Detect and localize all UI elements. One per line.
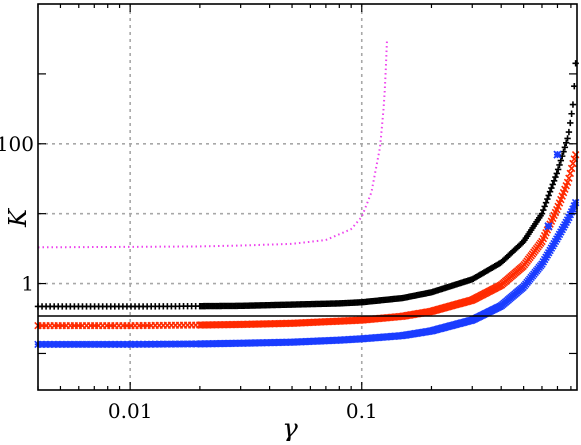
blue-point-20 bbox=[115, 340, 123, 349]
series-blue-2 bbox=[34, 198, 580, 349]
black-point-302 bbox=[549, 181, 556, 188]
red-point-317 bbox=[569, 159, 577, 168]
black-point-304 bbox=[552, 173, 559, 181]
blue-point-4 bbox=[50, 340, 58, 349]
blue-point-11 bbox=[78, 340, 87, 349]
blue-point-32 bbox=[163, 340, 172, 348]
black-point-295 bbox=[540, 206, 547, 214]
blue-point-316 bbox=[567, 208, 576, 216]
blue-point-28 bbox=[147, 340, 155, 348]
black-point-297 bbox=[542, 199, 550, 206]
blue-point-318 bbox=[570, 202, 579, 210]
blue-point-33 bbox=[167, 340, 176, 348]
blue-point-31 bbox=[159, 340, 168, 348]
grid-layer bbox=[38, 4, 577, 390]
black-point-294 bbox=[538, 210, 546, 217]
blue-point-8 bbox=[66, 340, 75, 349]
black-point-307 bbox=[556, 161, 563, 169]
black-point-316 bbox=[568, 110, 575, 117]
isolated-blue-point-1 bbox=[544, 222, 553, 231]
x-axis-label: γ bbox=[282, 414, 298, 441]
black-point-313 bbox=[564, 135, 571, 142]
y-tick-label-0: 1 bbox=[21, 272, 34, 296]
blue-point-30 bbox=[155, 340, 164, 348]
blue-point-319 bbox=[571, 198, 580, 207]
blue-point-16 bbox=[98, 340, 107, 349]
blue-point-37 bbox=[183, 340, 192, 348]
blue-point-7 bbox=[62, 340, 71, 349]
blue-point-34 bbox=[171, 340, 180, 348]
black-point-311 bbox=[561, 144, 569, 151]
labels-layer: γ K bbox=[4, 207, 298, 444]
blue-point-38 bbox=[187, 340, 196, 348]
black-point-301 bbox=[548, 184, 555, 192]
black-point-300 bbox=[546, 188, 554, 195]
blue-point-315 bbox=[566, 210, 575, 219]
black-point-298 bbox=[544, 195, 551, 203]
axes-layer: 0.01 0.1 1 100 bbox=[0, 3, 578, 423]
black-point-317 bbox=[569, 101, 577, 108]
blue-point-29 bbox=[151, 340, 159, 348]
series-black-0 bbox=[34, 60, 579, 310]
black-point-303 bbox=[550, 177, 558, 184]
blue-point-12 bbox=[82, 340, 91, 349]
series-layer bbox=[34, 40, 580, 349]
black-point-315 bbox=[567, 119, 574, 127]
series-red-1 bbox=[34, 151, 580, 330]
black-point-306 bbox=[554, 166, 562, 173]
isolated-blue-point-0 bbox=[553, 150, 562, 159]
blue-point-25 bbox=[135, 340, 143, 349]
blue-point-36 bbox=[179, 340, 188, 348]
black-point-312 bbox=[563, 139, 570, 147]
blue-point-35 bbox=[175, 340, 184, 348]
blue-point-313 bbox=[563, 216, 572, 224]
blue-point-21 bbox=[119, 340, 127, 349]
x-tick-label-1: 0.1 bbox=[346, 399, 378, 423]
x-tick-label-0: 0.01 bbox=[108, 399, 153, 423]
black-point-305 bbox=[553, 170, 560, 177]
y-tick-label-2: 100 bbox=[0, 132, 34, 156]
black-point-314 bbox=[565, 128, 573, 136]
black-point-299 bbox=[545, 192, 552, 199]
black-point-308 bbox=[557, 157, 565, 164]
series-blue-4 bbox=[544, 150, 562, 231]
blue-point-24 bbox=[131, 340, 139, 349]
plot-frame bbox=[37, 3, 578, 391]
blue-point-314 bbox=[565, 213, 573, 222]
red-point-313 bbox=[563, 178, 572, 187]
y-axis-label: K bbox=[4, 207, 32, 228]
blue-point-39 bbox=[191, 340, 200, 348]
black-point-296 bbox=[541, 203, 548, 210]
blue-point-317 bbox=[569, 205, 577, 213]
blue-point-3 bbox=[46, 340, 54, 349]
